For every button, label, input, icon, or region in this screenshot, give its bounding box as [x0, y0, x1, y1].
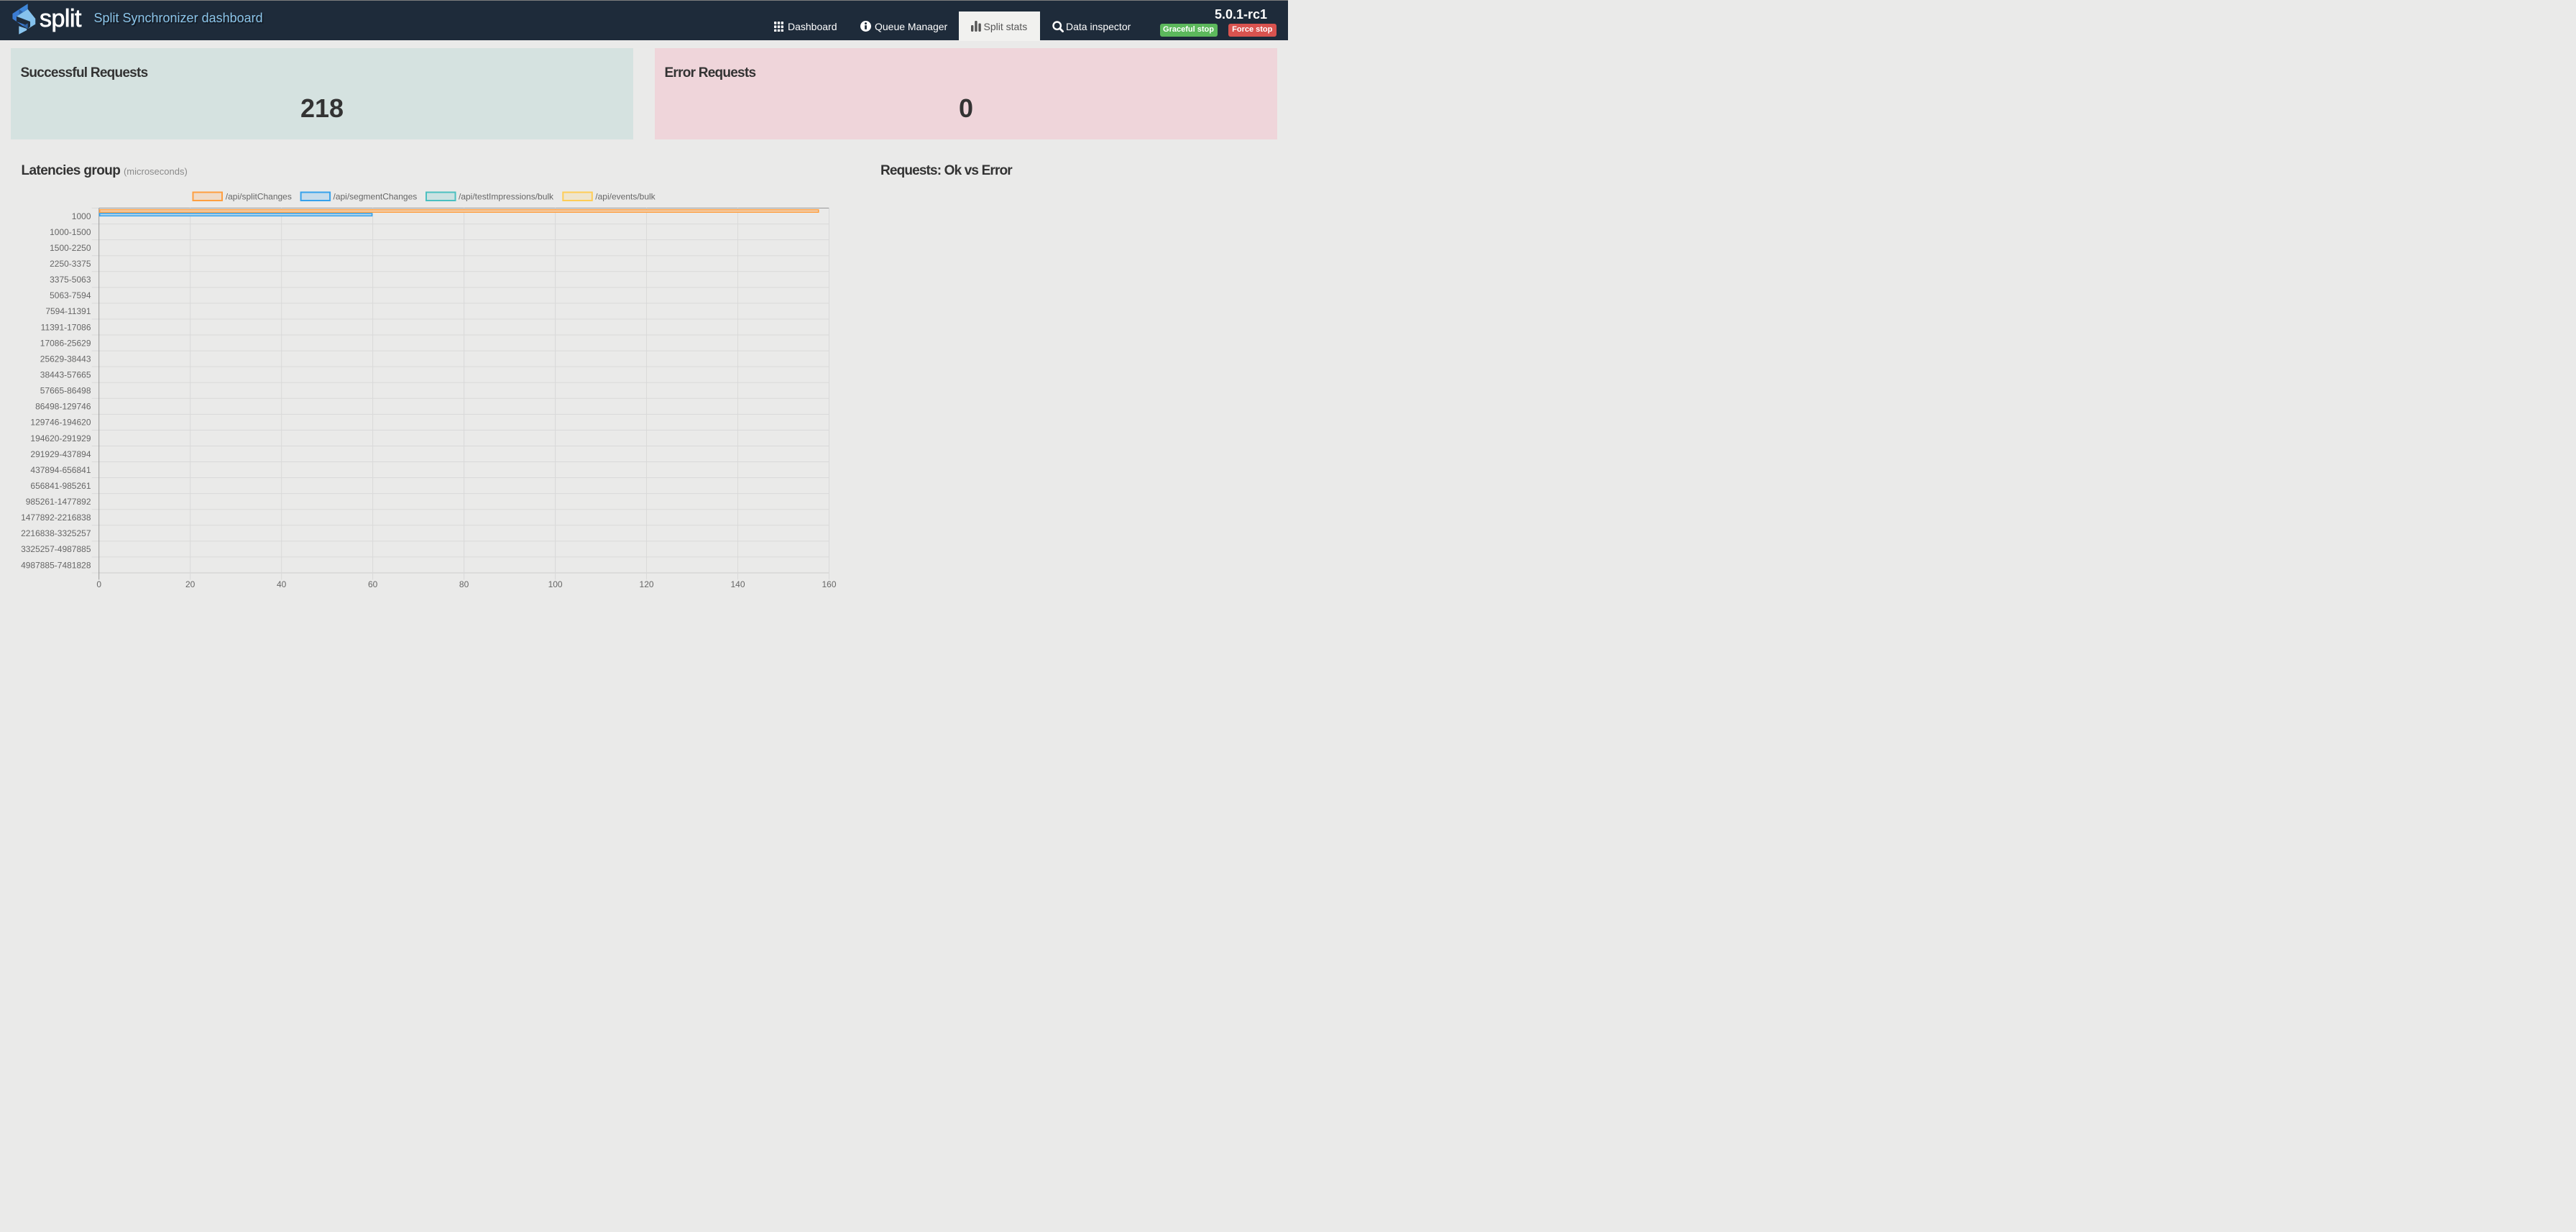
svg-text:129746-194620: 129746-194620 [30, 418, 91, 428]
svg-text:437894-656841: 437894-656841 [30, 465, 91, 475]
svg-text:1500-2250: 1500-2250 [50, 243, 91, 253]
svg-text:3325257-4987885: 3325257-4987885 [21, 544, 91, 554]
svg-text:40: 40 [277, 579, 287, 589]
svg-text:194620-291929: 194620-291929 [30, 433, 91, 443]
svg-text:100: 100 [548, 579, 563, 589]
svg-text:4987885-7481828: 4987885-7481828 [21, 560, 91, 570]
svg-text:2216838-3325257: 2216838-3325257 [21, 528, 91, 538]
svg-text:57665-86498: 57665-86498 [40, 386, 91, 396]
svg-text:/api/testImpressions/bulk: /api/testImpressions/bulk [459, 192, 554, 202]
svg-text:80: 80 [459, 579, 469, 589]
svg-text:/api/events/bulk: /api/events/bulk [595, 192, 656, 202]
svg-text:2250-3375: 2250-3375 [50, 259, 91, 269]
svg-text:5063-7594: 5063-7594 [50, 290, 91, 300]
svg-text:656841-985261: 656841-985261 [30, 481, 91, 491]
svg-text:3375-5063: 3375-5063 [50, 275, 91, 285]
svg-text:86498-129746: 86498-129746 [35, 402, 91, 412]
svg-text:140: 140 [731, 579, 745, 589]
svg-text:1000-1500: 1000-1500 [50, 227, 91, 237]
svg-text:60: 60 [368, 579, 378, 589]
svg-text:25629-38443: 25629-38443 [40, 354, 91, 364]
svg-text:/api/segmentChanges: /api/segmentChanges [334, 192, 418, 202]
svg-text:20: 20 [185, 579, 196, 589]
svg-text:291929-437894: 291929-437894 [30, 449, 91, 459]
svg-text:17086-25629: 17086-25629 [40, 338, 91, 348]
svg-text:1000: 1000 [72, 211, 91, 221]
svg-text:38443-57665: 38443-57665 [40, 369, 91, 380]
svg-text:11391-17086: 11391-17086 [41, 322, 91, 332]
svg-text:160: 160 [822, 579, 836, 589]
svg-text:1477892-2216838: 1477892-2216838 [21, 512, 91, 523]
svg-text:/api/splitChanges: /api/splitChanges [226, 192, 292, 202]
svg-text:0: 0 [96, 579, 101, 589]
svg-text:120: 120 [640, 579, 654, 589]
svg-text:7594-11391: 7594-11391 [45, 306, 91, 316]
svg-text:985261-1477892: 985261-1477892 [26, 497, 91, 507]
